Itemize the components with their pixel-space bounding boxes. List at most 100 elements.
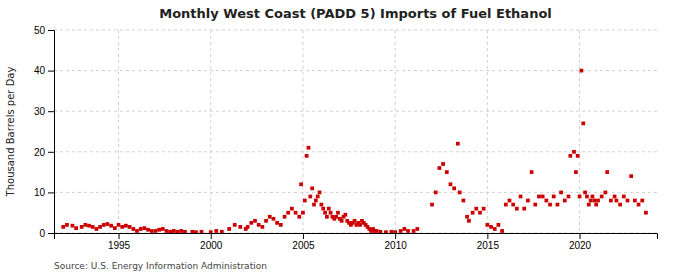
point [102, 223, 106, 227]
point [530, 170, 534, 174]
point [238, 225, 242, 229]
point [139, 227, 143, 231]
point [200, 230, 204, 233]
point [644, 211, 648, 215]
point [299, 182, 303, 186]
point [622, 195, 626, 199]
point [334, 215, 338, 219]
grid-line-x [579, 30, 580, 233]
point [500, 229, 504, 233]
point [321, 207, 325, 211]
y-tick-mark [48, 111, 54, 112]
point [124, 224, 128, 228]
point [594, 203, 598, 207]
point [113, 226, 117, 230]
point [603, 191, 607, 195]
point [497, 223, 501, 227]
point [179, 229, 183, 233]
x-tick-mark [211, 233, 212, 239]
point [301, 211, 305, 215]
point [515, 207, 519, 211]
point [249, 221, 253, 225]
point [406, 229, 410, 233]
point [358, 223, 362, 227]
point [465, 215, 469, 219]
point [375, 229, 379, 233]
y-tick: 0 [39, 228, 54, 239]
point [95, 227, 99, 231]
point [609, 199, 613, 203]
point [434, 191, 438, 195]
title: Monthly West Coast (PADD 5) Imports of F… [159, 6, 552, 21]
grid-line-y [54, 70, 657, 71]
point [541, 195, 545, 199]
points [61, 69, 647, 233]
grid-line-x [118, 30, 119, 233]
point [438, 166, 442, 170]
point [552, 195, 556, 199]
point [572, 150, 576, 154]
point [98, 225, 102, 229]
y-tick-mark [48, 233, 54, 234]
point [580, 69, 584, 73]
y-tick-label: 50 [34, 25, 46, 36]
point [390, 230, 394, 233]
x-tick: 1995 [108, 233, 131, 251]
point [478, 211, 482, 215]
point [402, 227, 406, 231]
point [168, 230, 172, 233]
point [264, 219, 268, 223]
y-tick: 30 [34, 106, 54, 117]
point [310, 186, 314, 190]
point [194, 230, 198, 233]
grid-line-y [54, 151, 657, 152]
point [220, 230, 224, 233]
point [316, 195, 320, 199]
x-tick-label: 2005 [292, 240, 315, 251]
point [519, 195, 523, 199]
grid-line-x [487, 30, 488, 233]
chart-container: 19952000200520102015202001020304050Month… [0, 0, 675, 275]
point [343, 213, 347, 217]
point [209, 230, 213, 233]
point [458, 191, 462, 195]
point [482, 207, 486, 211]
point [548, 203, 552, 207]
point [150, 229, 154, 233]
x-tick: 2010 [385, 233, 408, 251]
point [261, 225, 265, 229]
point [430, 203, 434, 207]
point [353, 219, 357, 223]
point [578, 195, 582, 199]
grid-line-y [54, 192, 657, 193]
point [71, 224, 75, 228]
point [135, 229, 139, 233]
y-axis-line [48, 31, 55, 234]
point [462, 199, 466, 203]
point [576, 154, 580, 158]
grid [54, 30, 657, 233]
grid-line-x [210, 30, 211, 233]
point [61, 225, 65, 229]
point [290, 207, 294, 211]
point [568, 154, 572, 158]
point [320, 203, 324, 207]
source-note: Source: U.S. Energy Information Administ… [54, 261, 267, 271]
x-tick-mark [303, 233, 304, 239]
point [471, 211, 475, 215]
point [190, 230, 194, 233]
y-tick-label: 30 [34, 106, 46, 117]
grid-line-x [395, 30, 396, 233]
point [227, 227, 231, 231]
point [563, 199, 567, 203]
plot-area: 19952000200520102015202001020304050 [34, 25, 658, 251]
point [596, 199, 600, 203]
x-tick-mark [395, 233, 396, 239]
point [467, 219, 471, 223]
grid-line-y [54, 30, 657, 31]
point [272, 217, 276, 221]
point [587, 203, 591, 207]
point [559, 191, 563, 195]
x-tick: 2020 [569, 233, 592, 251]
point [297, 215, 301, 219]
